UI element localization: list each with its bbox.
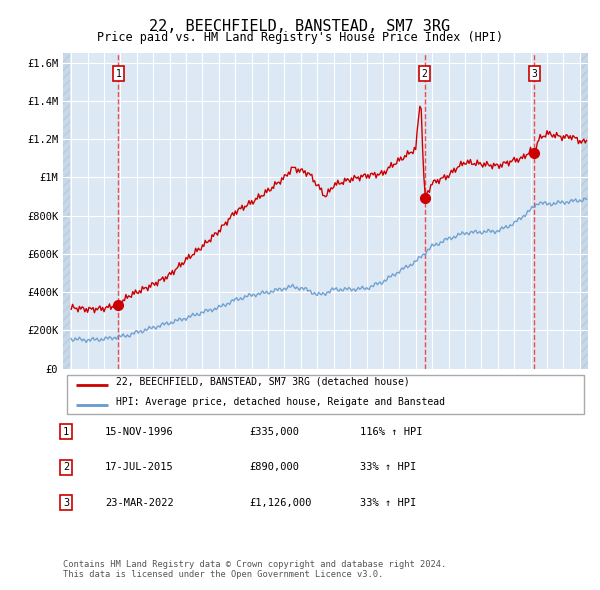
Text: Contains HM Land Registry data © Crown copyright and database right 2024.
This d: Contains HM Land Registry data © Crown c… — [63, 560, 446, 579]
Text: 22, BEECHFIELD, BANSTEAD, SM7 3RG: 22, BEECHFIELD, BANSTEAD, SM7 3RG — [149, 19, 451, 34]
Text: HPI: Average price, detached house, Reigate and Banstead: HPI: Average price, detached house, Reig… — [115, 396, 445, 407]
Text: 22, BEECHFIELD, BANSTEAD, SM7 3RG (detached house): 22, BEECHFIELD, BANSTEAD, SM7 3RG (detac… — [115, 376, 409, 386]
Text: £335,000: £335,000 — [249, 427, 299, 437]
Text: £1,126,000: £1,126,000 — [249, 498, 311, 507]
Text: 2: 2 — [63, 463, 69, 472]
Text: 116% ↑ HPI: 116% ↑ HPI — [360, 427, 422, 437]
Text: 3: 3 — [532, 68, 537, 78]
Text: Price paid vs. HM Land Registry's House Price Index (HPI): Price paid vs. HM Land Registry's House … — [97, 31, 503, 44]
FancyBboxPatch shape — [67, 375, 584, 414]
Text: 23-MAR-2022: 23-MAR-2022 — [105, 498, 174, 507]
Text: 1: 1 — [115, 68, 121, 78]
Text: 2: 2 — [422, 68, 428, 78]
Text: 17-JUL-2015: 17-JUL-2015 — [105, 463, 174, 472]
Text: 33% ↑ HPI: 33% ↑ HPI — [360, 463, 416, 472]
Text: £890,000: £890,000 — [249, 463, 299, 472]
Text: 1: 1 — [63, 427, 69, 437]
Text: 33% ↑ HPI: 33% ↑ HPI — [360, 498, 416, 507]
Text: 15-NOV-1996: 15-NOV-1996 — [105, 427, 174, 437]
Text: 3: 3 — [63, 498, 69, 507]
